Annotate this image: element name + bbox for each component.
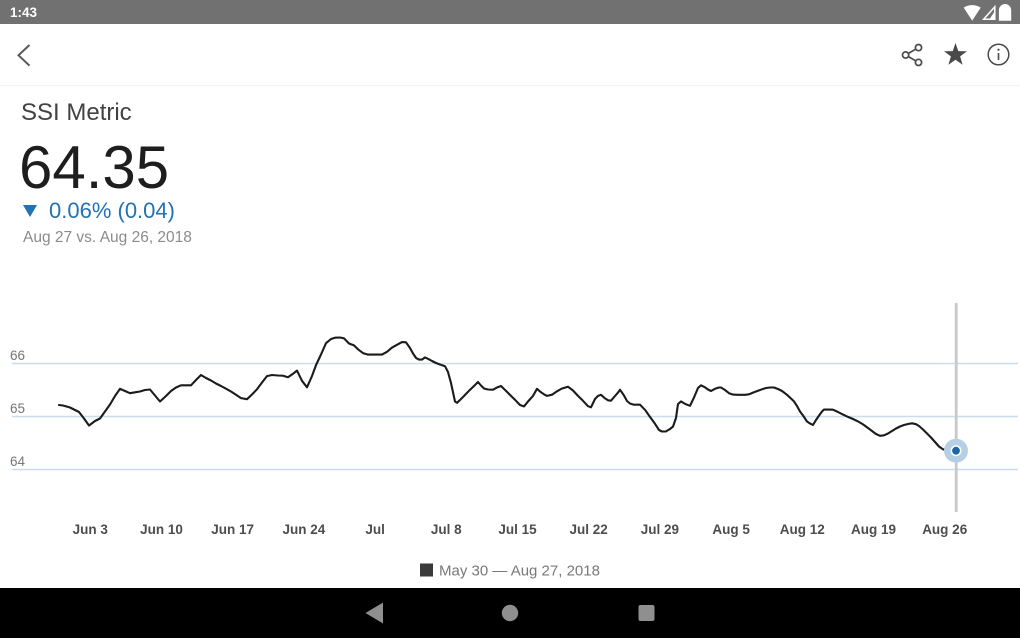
svg-text:Aug 12: Aug 12: [780, 522, 825, 537]
svg-text:Jul 22: Jul 22: [570, 522, 608, 537]
svg-text:Jun 24: Jun 24: [283, 522, 326, 537]
svg-text:Jul 29: Jul 29: [641, 522, 679, 537]
svg-text:66: 66: [10, 348, 25, 363]
svg-text:Jun 17: Jun 17: [211, 522, 254, 537]
svg-text:Aug 26: Aug 26: [922, 522, 968, 537]
svg-text:Aug 5: Aug 5: [712, 522, 750, 537]
svg-text:Jul 8: Jul 8: [431, 522, 462, 537]
svg-text:May 30 — Aug 27, 2018: May 30 — Aug 27, 2018: [439, 563, 600, 580]
svg-text:Jul: Jul: [365, 522, 385, 537]
svg-text:65: 65: [10, 401, 25, 416]
svg-text:64: 64: [10, 454, 26, 469]
svg-text:Jul 15: Jul 15: [498, 522, 537, 537]
svg-text:Jun 10: Jun 10: [140, 522, 183, 537]
svg-text:Jun 3: Jun 3: [73, 522, 109, 537]
svg-text:Aug 19: Aug 19: [851, 522, 896, 537]
